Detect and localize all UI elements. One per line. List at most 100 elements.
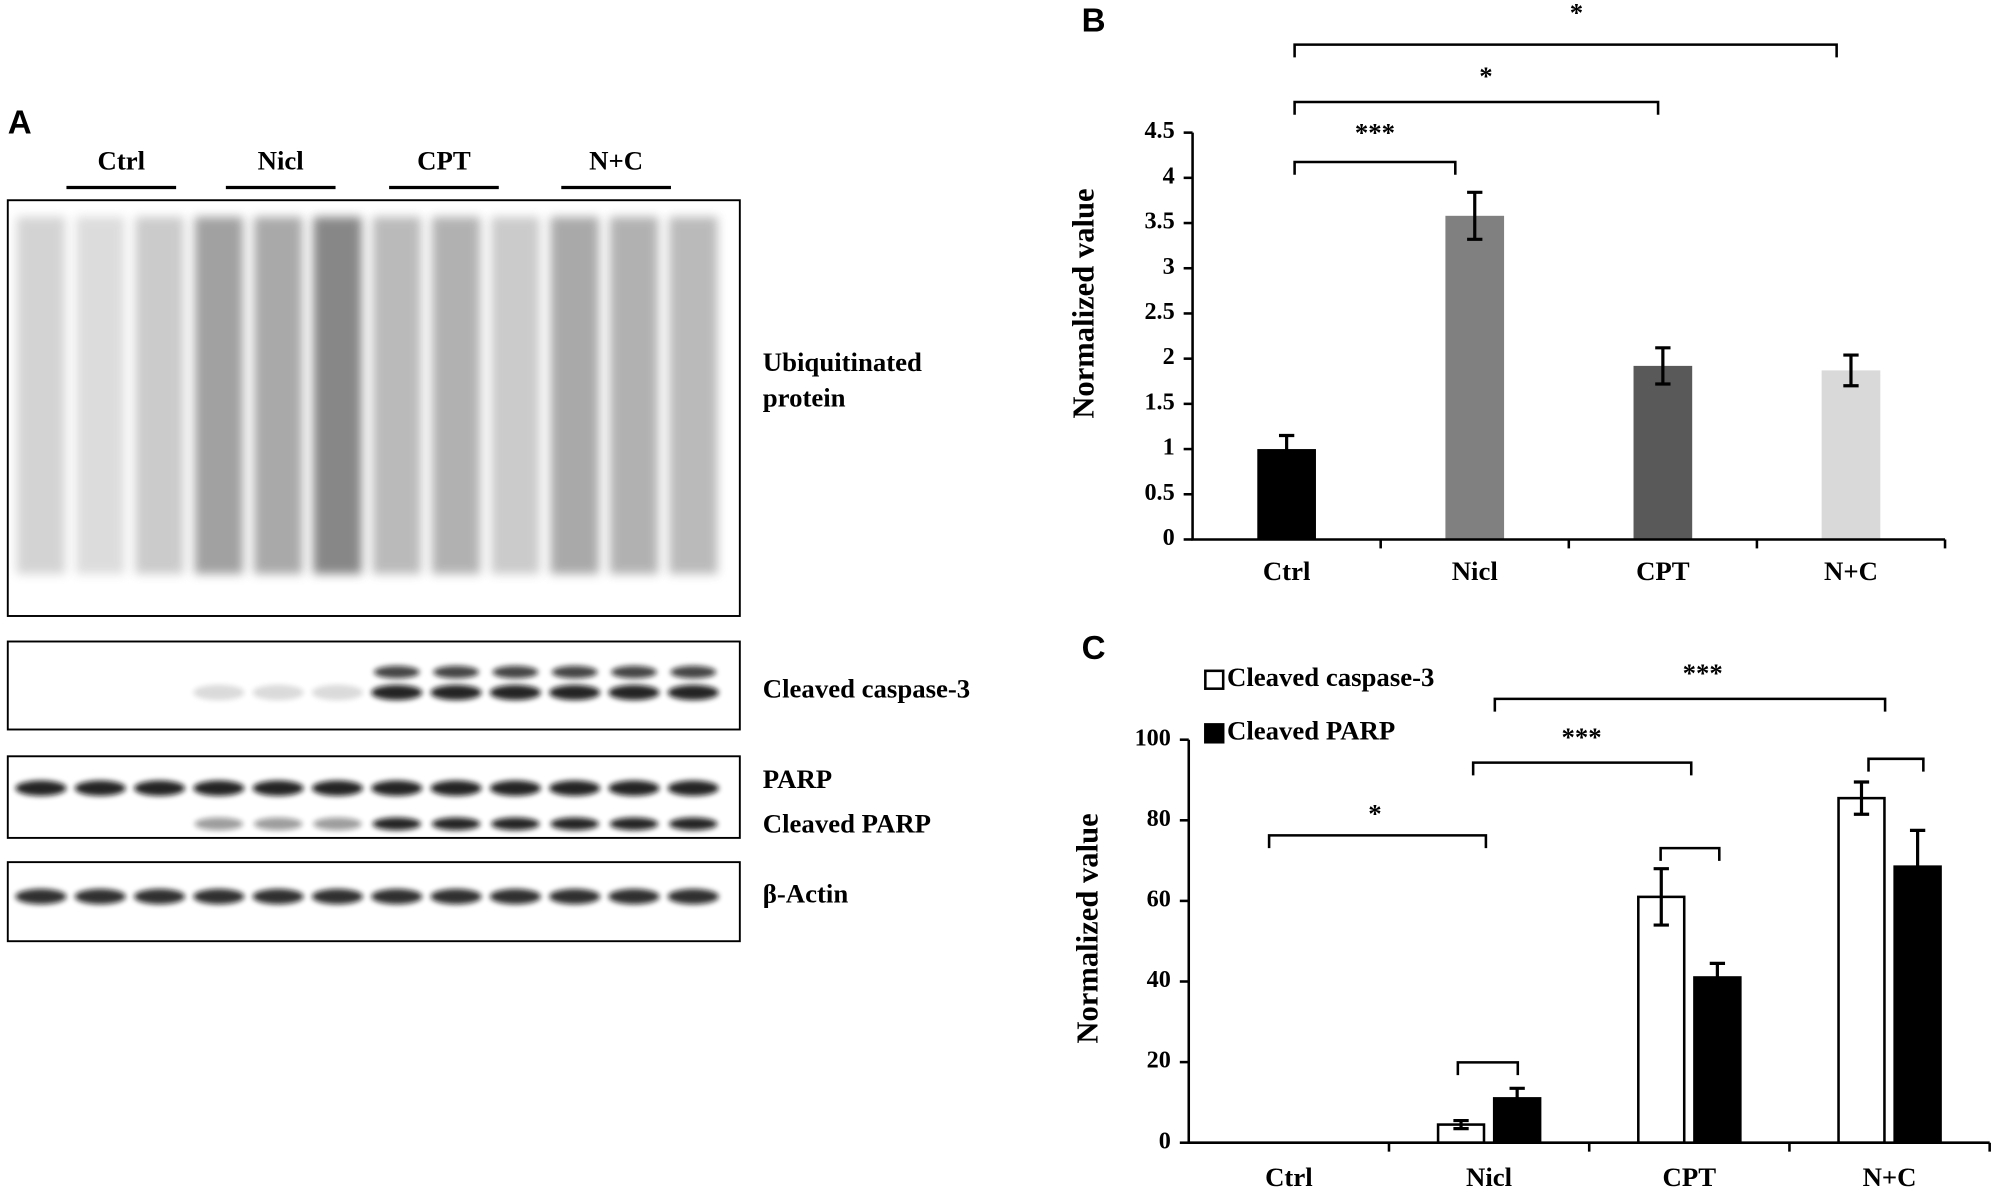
x-tick-label: Nicl bbox=[1452, 556, 1498, 586]
bar bbox=[1693, 976, 1742, 1144]
y-tick-label: 1.5 bbox=[1144, 388, 1174, 415]
significance-bracket bbox=[1293, 43, 1838, 58]
y-tick-label: 2.5 bbox=[1144, 298, 1174, 325]
lane-smear bbox=[491, 216, 540, 574]
band bbox=[549, 684, 601, 701]
lane-group-label: N+C bbox=[589, 145, 643, 175]
bar bbox=[1821, 370, 1881, 540]
panel-letter: B bbox=[1082, 3, 1106, 40]
band bbox=[311, 684, 363, 701]
y-tick-label: 60 bbox=[1147, 885, 1171, 912]
blot-frame bbox=[6, 640, 741, 731]
band bbox=[74, 888, 126, 905]
band bbox=[252, 888, 304, 905]
error-bar bbox=[1509, 1086, 1525, 1111]
lane-smear bbox=[550, 216, 599, 574]
band bbox=[252, 780, 304, 796]
x-tick-label: N+C bbox=[1863, 1162, 1917, 1192]
y-axis-title: Normalized value bbox=[1067, 188, 1101, 418]
y-tick-label: 80 bbox=[1147, 805, 1171, 832]
lane-smear bbox=[372, 216, 421, 574]
band bbox=[669, 817, 718, 831]
band bbox=[609, 817, 659, 831]
significance-label: * bbox=[1570, 0, 1583, 27]
bar bbox=[1445, 215, 1505, 540]
bar bbox=[1837, 796, 1886, 1144]
band-label: PARP bbox=[763, 764, 832, 794]
band bbox=[608, 780, 660, 796]
x-tick-label: Ctrl bbox=[1265, 1162, 1313, 1192]
band bbox=[371, 888, 423, 905]
band bbox=[193, 888, 245, 905]
band bbox=[608, 888, 660, 905]
x-tick-label: Ctrl bbox=[1263, 556, 1311, 586]
lane-smear bbox=[431, 216, 481, 574]
band bbox=[193, 780, 245, 796]
band bbox=[492, 665, 539, 679]
significance-bracket bbox=[1293, 100, 1660, 115]
band bbox=[134, 780, 186, 796]
band bbox=[667, 888, 719, 905]
y-tick-label: 0 bbox=[1159, 1127, 1171, 1154]
y-tick-label: 100 bbox=[1135, 724, 1171, 751]
band bbox=[489, 888, 541, 905]
band bbox=[253, 817, 303, 831]
legend-swatch bbox=[1204, 669, 1225, 690]
error-bar bbox=[1653, 867, 1669, 927]
axis-line bbox=[1187, 739, 1990, 1144]
significance-bracket bbox=[1493, 697, 1887, 712]
band-label: Ubiquitinated bbox=[763, 347, 922, 377]
panel-letter: A bbox=[8, 105, 32, 142]
lane-smear bbox=[253, 216, 303, 574]
significance-label: * bbox=[1368, 798, 1381, 828]
lane-smear bbox=[669, 216, 718, 574]
band bbox=[433, 665, 480, 679]
axis-line bbox=[1191, 132, 1946, 541]
lane-smear bbox=[76, 216, 125, 574]
band bbox=[608, 684, 660, 701]
x-tick-label: CPT bbox=[1636, 556, 1690, 586]
significance-bracket bbox=[1456, 1061, 1520, 1076]
band bbox=[549, 780, 601, 796]
y-tick-label: 2 bbox=[1163, 343, 1175, 370]
band bbox=[667, 684, 719, 701]
lane-group-label: CPT bbox=[417, 145, 471, 175]
significance-bracket bbox=[1293, 160, 1457, 175]
legend-label: Cleaved PARP bbox=[1227, 715, 1395, 745]
band-label: protein bbox=[763, 383, 846, 413]
lane-group-label: Nicl bbox=[258, 145, 304, 175]
y-tick-label: 3 bbox=[1163, 253, 1175, 280]
band bbox=[551, 665, 598, 679]
significance-bracket bbox=[1659, 846, 1721, 861]
band bbox=[372, 817, 421, 831]
legend-label: Cleaved caspase-3 bbox=[1227, 662, 1434, 692]
y-tick-label: 0 bbox=[1163, 524, 1175, 551]
y-tick-label: 3.5 bbox=[1144, 208, 1174, 235]
band bbox=[15, 888, 67, 905]
y-tick-label: 40 bbox=[1147, 966, 1171, 993]
lane-smear bbox=[135, 216, 184, 574]
band bbox=[430, 684, 482, 701]
lane-group-label: Ctrl bbox=[98, 145, 146, 175]
lane-smear bbox=[194, 216, 244, 574]
significance-label: *** bbox=[1355, 117, 1395, 147]
band-label: β-Actin bbox=[763, 879, 849, 909]
legend-swatch bbox=[1204, 723, 1225, 744]
error-bar bbox=[1467, 190, 1483, 241]
y-tick-label: 0.5 bbox=[1144, 479, 1174, 506]
significance-bracket bbox=[1267, 834, 1488, 849]
significance-label: * bbox=[1479, 61, 1492, 91]
band bbox=[311, 780, 363, 796]
lane-smear bbox=[16, 216, 66, 574]
significance-bracket bbox=[1471, 761, 1693, 776]
error-bar bbox=[1278, 433, 1295, 465]
lane-smear bbox=[609, 216, 659, 574]
band bbox=[252, 684, 304, 701]
bar bbox=[1637, 895, 1686, 1144]
significance-label: *** bbox=[1561, 722, 1601, 752]
band-label: Cleaved PARP bbox=[763, 809, 931, 839]
error-bar bbox=[1853, 780, 1870, 816]
error-bar bbox=[1843, 353, 1859, 388]
significance-label: *** bbox=[1683, 658, 1723, 688]
